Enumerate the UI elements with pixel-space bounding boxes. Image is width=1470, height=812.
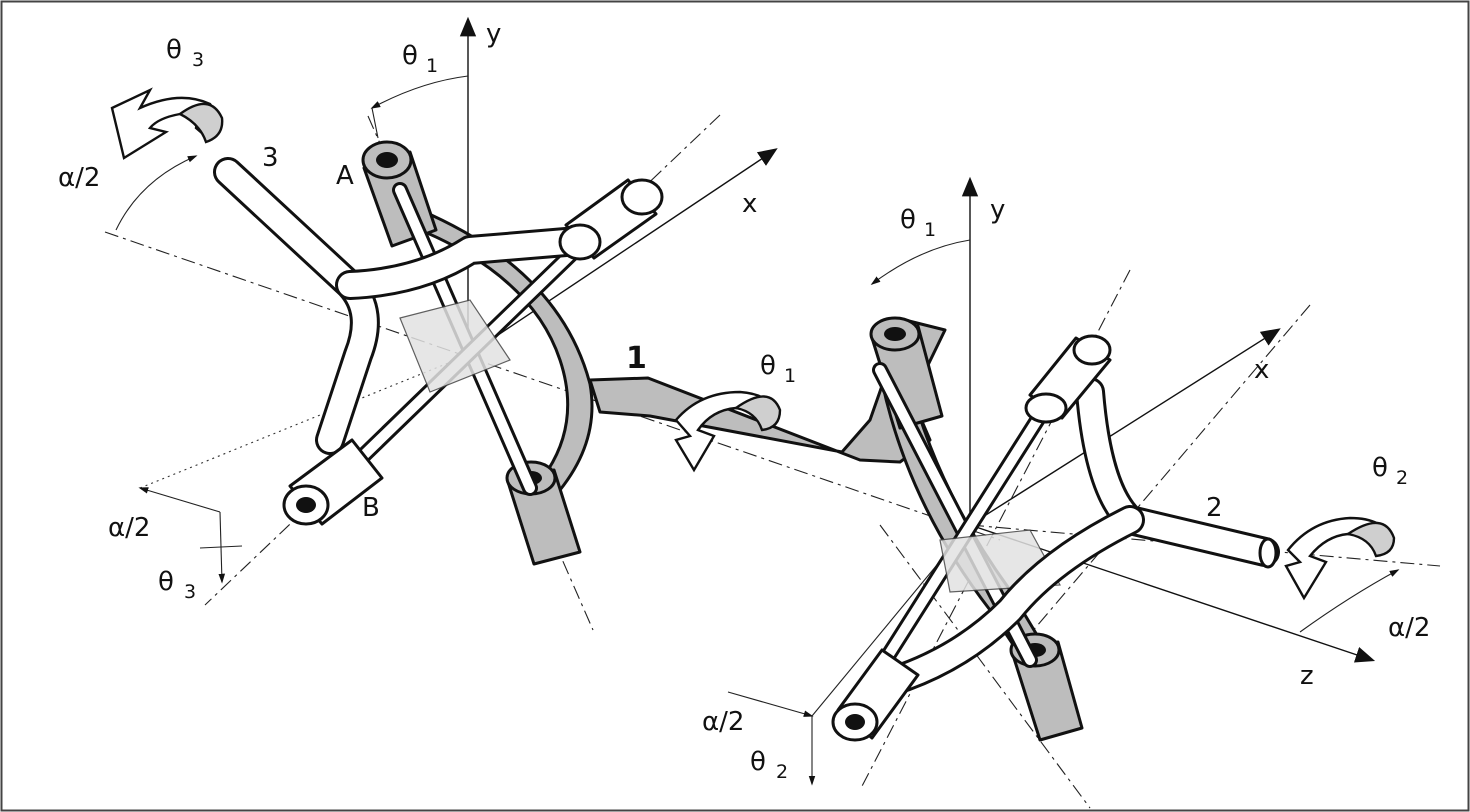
label-theta3-top: θ	[166, 35, 182, 65]
label-part-1: 1	[626, 341, 647, 376]
label-theta1-left-sub: 1	[426, 55, 438, 77]
label-theta3-bottom-sub: 3	[184, 581, 196, 603]
rotation-arrow-theta1	[674, 390, 782, 473]
shaft-part-1	[390, 194, 1042, 657]
label-alpha-left-bottom: α/2	[108, 513, 150, 543]
rotation-arrow-theta3	[110, 87, 224, 160]
label-theta1-mid-sub: 1	[784, 365, 796, 387]
label-point-b: B	[362, 493, 380, 523]
labels: y x θ 1 θ 3 α/2 3 A B α/2 θ 3 1 θ 1 y θ …	[58, 19, 1430, 783]
label-theta2-bottom: θ	[750, 747, 766, 777]
label-alpha-left-top: α/2	[58, 163, 100, 193]
label-x-right: x	[1254, 355, 1269, 385]
label-theta1-mid: θ	[760, 351, 776, 381]
label-part-3: 3	[262, 143, 279, 173]
label-theta1-right: θ	[900, 205, 916, 235]
label-theta1-right-sub: 1	[924, 219, 936, 241]
label-theta2-bottom-sub: 2	[776, 761, 788, 783]
label-theta3-top-sub: 3	[192, 49, 204, 71]
label-theta2-right: θ	[1372, 453, 1388, 483]
label-point-a: A	[336, 161, 354, 191]
left-cross-spider	[322, 182, 598, 496]
label-theta1-left: θ	[402, 41, 418, 71]
rotation-arrow-theta2	[1284, 516, 1396, 601]
yoke-part-3	[213, 157, 664, 526]
yoke-part-2	[831, 334, 1280, 742]
label-theta2-right-sub: 2	[1396, 467, 1408, 489]
label-alpha-right-bottom: α/2	[702, 707, 744, 737]
label-x-left: x	[742, 189, 757, 219]
label-theta3-bottom: θ	[158, 567, 174, 597]
label-alpha-right: α/2	[1388, 613, 1430, 643]
label-y-right: y	[990, 195, 1005, 225]
label-y-left: y	[486, 19, 501, 49]
label-z-right: z	[1300, 661, 1314, 691]
label-part-2: 2	[1206, 493, 1223, 523]
